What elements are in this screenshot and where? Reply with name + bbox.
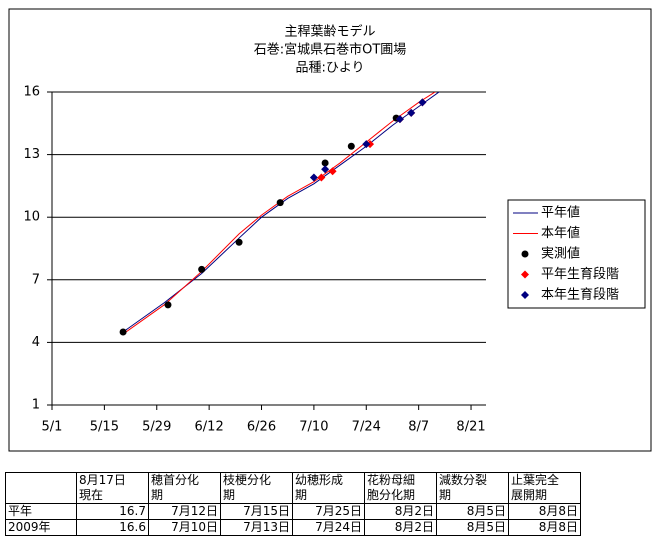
- legend-label: 本年値: [541, 225, 580, 241]
- table-cell: 16.7: [76, 503, 149, 520]
- x-tick-label: 6/26: [247, 420, 276, 435]
- point: [521, 250, 529, 258]
- point: [328, 167, 337, 176]
- x-tick-label: 5/29: [142, 420, 171, 435]
- y-tick-label: 4: [32, 335, 40, 350]
- point: [362, 140, 371, 149]
- table-cell: [5, 472, 77, 504]
- point: [347, 142, 355, 150]
- table-row: 2009年 16.6 7月10日 7月13日 7月24日 8月2日 8月5日 8月8日: [5, 519, 581, 536]
- legend-label: 本年生育段階: [541, 287, 619, 303]
- y-tick-label: 7: [32, 272, 40, 287]
- plot-series: [119, 92, 440, 336]
- y-tick-label: 13: [23, 147, 40, 162]
- x-tick-label: 5/15: [90, 420, 119, 435]
- chart-title: 品種:ひより: [295, 60, 364, 76]
- point: [164, 301, 172, 309]
- table-cell: 8月17日 現在: [76, 472, 149, 504]
- table-cell: 平年: [5, 503, 77, 520]
- table-cell: 穂首分化 期: [148, 472, 221, 504]
- point: [309, 173, 318, 182]
- point: [317, 173, 326, 182]
- table-cell: 7月25日: [292, 503, 365, 520]
- stage-table: 8月17日 現在 穂首分化 期枝梗分化 期幼穂形成 期花粉母細 胞分化期 減数分裂 …: [5, 472, 581, 536]
- y-tick-label: 10: [23, 210, 40, 225]
- table-cell: 枝梗分化 期: [220, 472, 293, 504]
- x-tick-label: 8/21: [456, 420, 485, 435]
- legend-label: 実測値: [541, 246, 580, 262]
- point: [395, 115, 404, 124]
- table-cell: 8月8日: [508, 503, 581, 520]
- point: [407, 108, 416, 117]
- point: [198, 265, 206, 273]
- table-cell: 花粉母細 胞分化期: [364, 472, 437, 504]
- table-cell: 8月8日: [508, 519, 581, 536]
- x-tick-label: 7/10: [299, 420, 328, 435]
- legend-label: 平年生育段階: [541, 266, 619, 282]
- plot-area: [52, 92, 486, 405]
- table-cell: 7月10日: [148, 519, 221, 536]
- x-tick-label: 7/24: [352, 420, 381, 435]
- point: [521, 291, 529, 299]
- x-tick-label: 6/12: [195, 420, 224, 435]
- table-cell: 幼穂形成 期: [292, 472, 365, 504]
- y-tick-label: 1: [32, 398, 40, 413]
- x-tick-label: 8/7: [408, 420, 429, 435]
- point: [119, 328, 127, 336]
- table-cell: 8月5日: [436, 503, 509, 520]
- chart-title: 石巻:宮城県石巻市OT圃場: [254, 42, 407, 58]
- table-cell: 止葉完全 展開期: [508, 472, 581, 504]
- legend-label: 平年値: [541, 205, 580, 221]
- table-row: 8月17日 現在 穂首分化 期枝梗分化 期幼穂形成 期花粉母細 胞分化期 減数分裂 …: [5, 472, 581, 504]
- point: [418, 98, 427, 107]
- y-tick-label: 16: [23, 85, 40, 100]
- chart-title: 主稈葉齢モデル: [284, 24, 375, 40]
- table-cell: 7月12日: [148, 503, 221, 520]
- table-cell: 8月2日: [364, 519, 437, 536]
- table-cell: 2009年: [5, 519, 77, 536]
- point: [235, 238, 243, 246]
- table-cell: 減数分裂 期: [436, 472, 509, 504]
- table-cell: 7月15日: [220, 503, 293, 520]
- table-cell: 7月24日: [292, 519, 365, 536]
- point: [321, 165, 330, 174]
- table-row: 平年 16.7 7月12日 7月15日 7月25日 8月2日 8月5日 8月8日: [5, 503, 581, 520]
- series-line: [122, 92, 440, 333]
- x-tick-label: 5/1: [42, 420, 63, 435]
- point: [521, 270, 529, 279]
- table-cell: 7月13日: [220, 519, 293, 536]
- legend-box: [507, 199, 646, 309]
- point: [321, 159, 329, 167]
- table-cell: 16.6: [76, 519, 149, 536]
- table-cell: 8月5日: [436, 519, 509, 536]
- point: [276, 199, 284, 207]
- table-cell: 8月2日: [364, 503, 437, 520]
